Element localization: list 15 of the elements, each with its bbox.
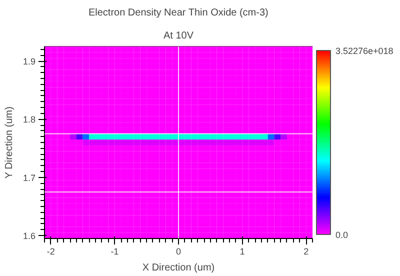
y-tick-label: 1.8 xyxy=(22,114,36,125)
chart-title: Electron Density Near Thin Oxide (cm-3) xyxy=(88,8,268,18)
chart-subtitle: At 10V xyxy=(163,30,194,42)
x-tick-label: 1 xyxy=(240,246,245,256)
y-tick-label: 1.7 xyxy=(22,172,36,183)
color-bar-label: 0.0 xyxy=(336,230,348,240)
color-bar-label: 3.52276e+018 xyxy=(336,46,394,56)
x-axis-title: X Direction (um) xyxy=(142,262,215,274)
x-tick-label: 0 xyxy=(176,246,182,256)
y-tick-label: 1.6 xyxy=(22,231,36,242)
x-tick-label: 2 xyxy=(304,246,309,256)
y-axis-title: Y Direction (um) xyxy=(4,106,15,179)
y-tick-label: 1.9 xyxy=(22,56,36,67)
x-tick-label: -1 xyxy=(110,246,119,256)
x-tick-label: -2 xyxy=(46,246,55,256)
